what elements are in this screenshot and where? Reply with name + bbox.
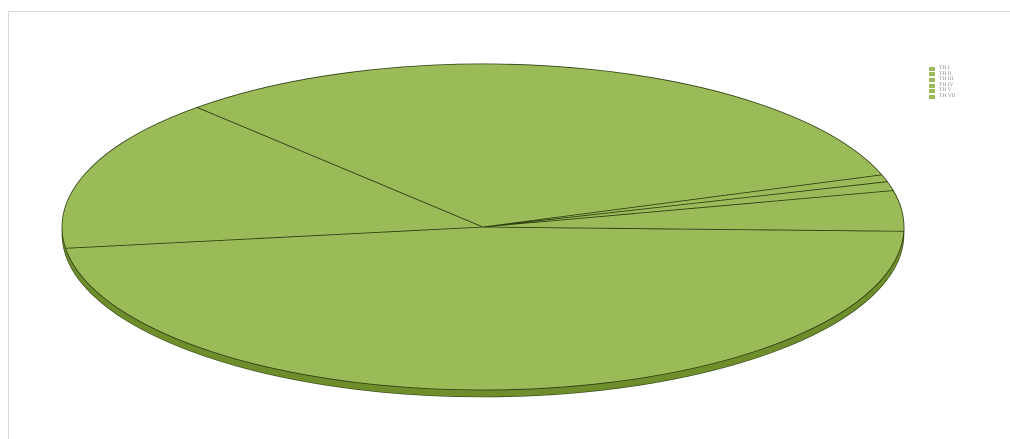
- legend-swatch: [929, 77, 935, 82]
- legend-item: TH VII: [929, 92, 956, 100]
- legend-item: TH III: [929, 77, 955, 83]
- legend-item: TH IV: [929, 81, 955, 89]
- legend-label: TH V: [939, 87, 952, 94]
- legend-label: TH III: [939, 76, 954, 83]
- pie-slice-th-i: [65, 226, 905, 391]
- legend-label: TH IV: [939, 81, 954, 88]
- pie-slice-th-ii: [61, 106, 484, 249]
- legend-label: TH VII: [939, 92, 956, 99]
- legend-swatch: [929, 66, 935, 71]
- legend-swatch: [929, 94, 935, 99]
- legend-swatch: [929, 89, 935, 94]
- legend-item: TH I: [929, 65, 955, 72]
- legend-label: TH II: [939, 70, 952, 77]
- legend-swatch: [929, 83, 935, 88]
- legend-item: TH II: [929, 70, 955, 78]
- legend: TH I TH II TH III TH IV TH V TH VII: [929, 65, 956, 100]
- legend-label: TH I: [939, 65, 950, 71]
- legend-item: TH V: [929, 88, 955, 94]
- pie-slice-th-iii: [196, 63, 883, 228]
- legend-swatch: [929, 72, 935, 77]
- pie-slice-th-vii: [482, 190, 905, 232]
